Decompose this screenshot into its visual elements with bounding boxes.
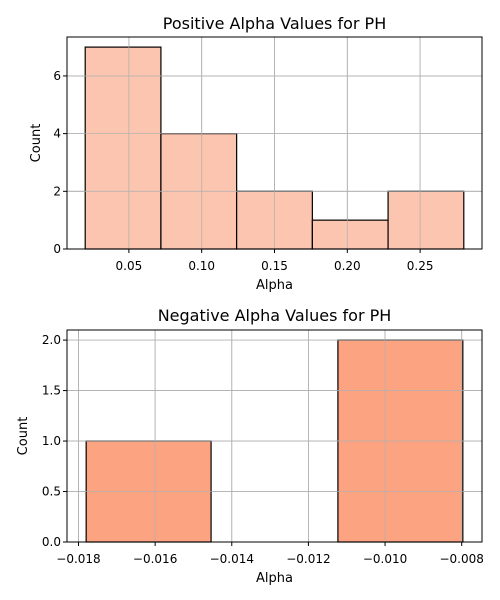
x-tick-label: −0.012	[286, 552, 330, 566]
x-axis-label: Alpha	[256, 571, 293, 586]
x-tick-label: 0.25	[407, 259, 434, 273]
y-tick-label: 4	[53, 127, 61, 141]
y-tick-label: 2.0	[42, 333, 61, 347]
x-tick-label: 0.20	[334, 259, 361, 273]
y-tick-label: 1.0	[42, 434, 61, 448]
chart-title: Negative Alpha Values for PH	[158, 306, 392, 325]
y-tick-label: 1.5	[42, 384, 61, 398]
x-tick-label: −0.008	[439, 552, 483, 566]
axes-frame	[66, 329, 483, 543]
x-tick-label: −0.016	[133, 552, 177, 566]
y-tick-label: 6	[53, 69, 61, 83]
chart-title: Positive Alpha Values for PH	[163, 14, 386, 33]
histogram-bar-1	[84, 46, 162, 250]
y-tick-label: 0	[53, 242, 61, 256]
positive-alpha-histogram: 0.05 0.10 0.15 0.20 0.25 0 2 4 6 Positive Alpha V…	[29, 14, 483, 293]
x-tick-label: −0.014	[210, 552, 254, 566]
x-axis-label: Alpha	[256, 278, 293, 293]
x-tick-label: −0.010	[363, 552, 407, 566]
y-tick-label: 2	[53, 184, 61, 198]
y-tick-label: 0.5	[42, 485, 61, 499]
y-axis-label: Count	[16, 417, 31, 456]
x-tick-label: 0.15	[261, 259, 288, 273]
x-tick-label: 0.05	[116, 259, 143, 273]
x-tick-label: −0.018	[56, 552, 100, 566]
y-axis-label: Count	[29, 124, 44, 163]
histogram-bar-5	[387, 190, 465, 250]
x-tick-label: 0.10	[188, 259, 215, 273]
negative-alpha-histogram: −0.018 −0.016 −0.014 −0.012 −0.010 −0.008 0.0 0…	[16, 306, 484, 586]
histogram-bar-4	[311, 219, 389, 250]
y-tick-label: 0.0	[42, 535, 61, 549]
